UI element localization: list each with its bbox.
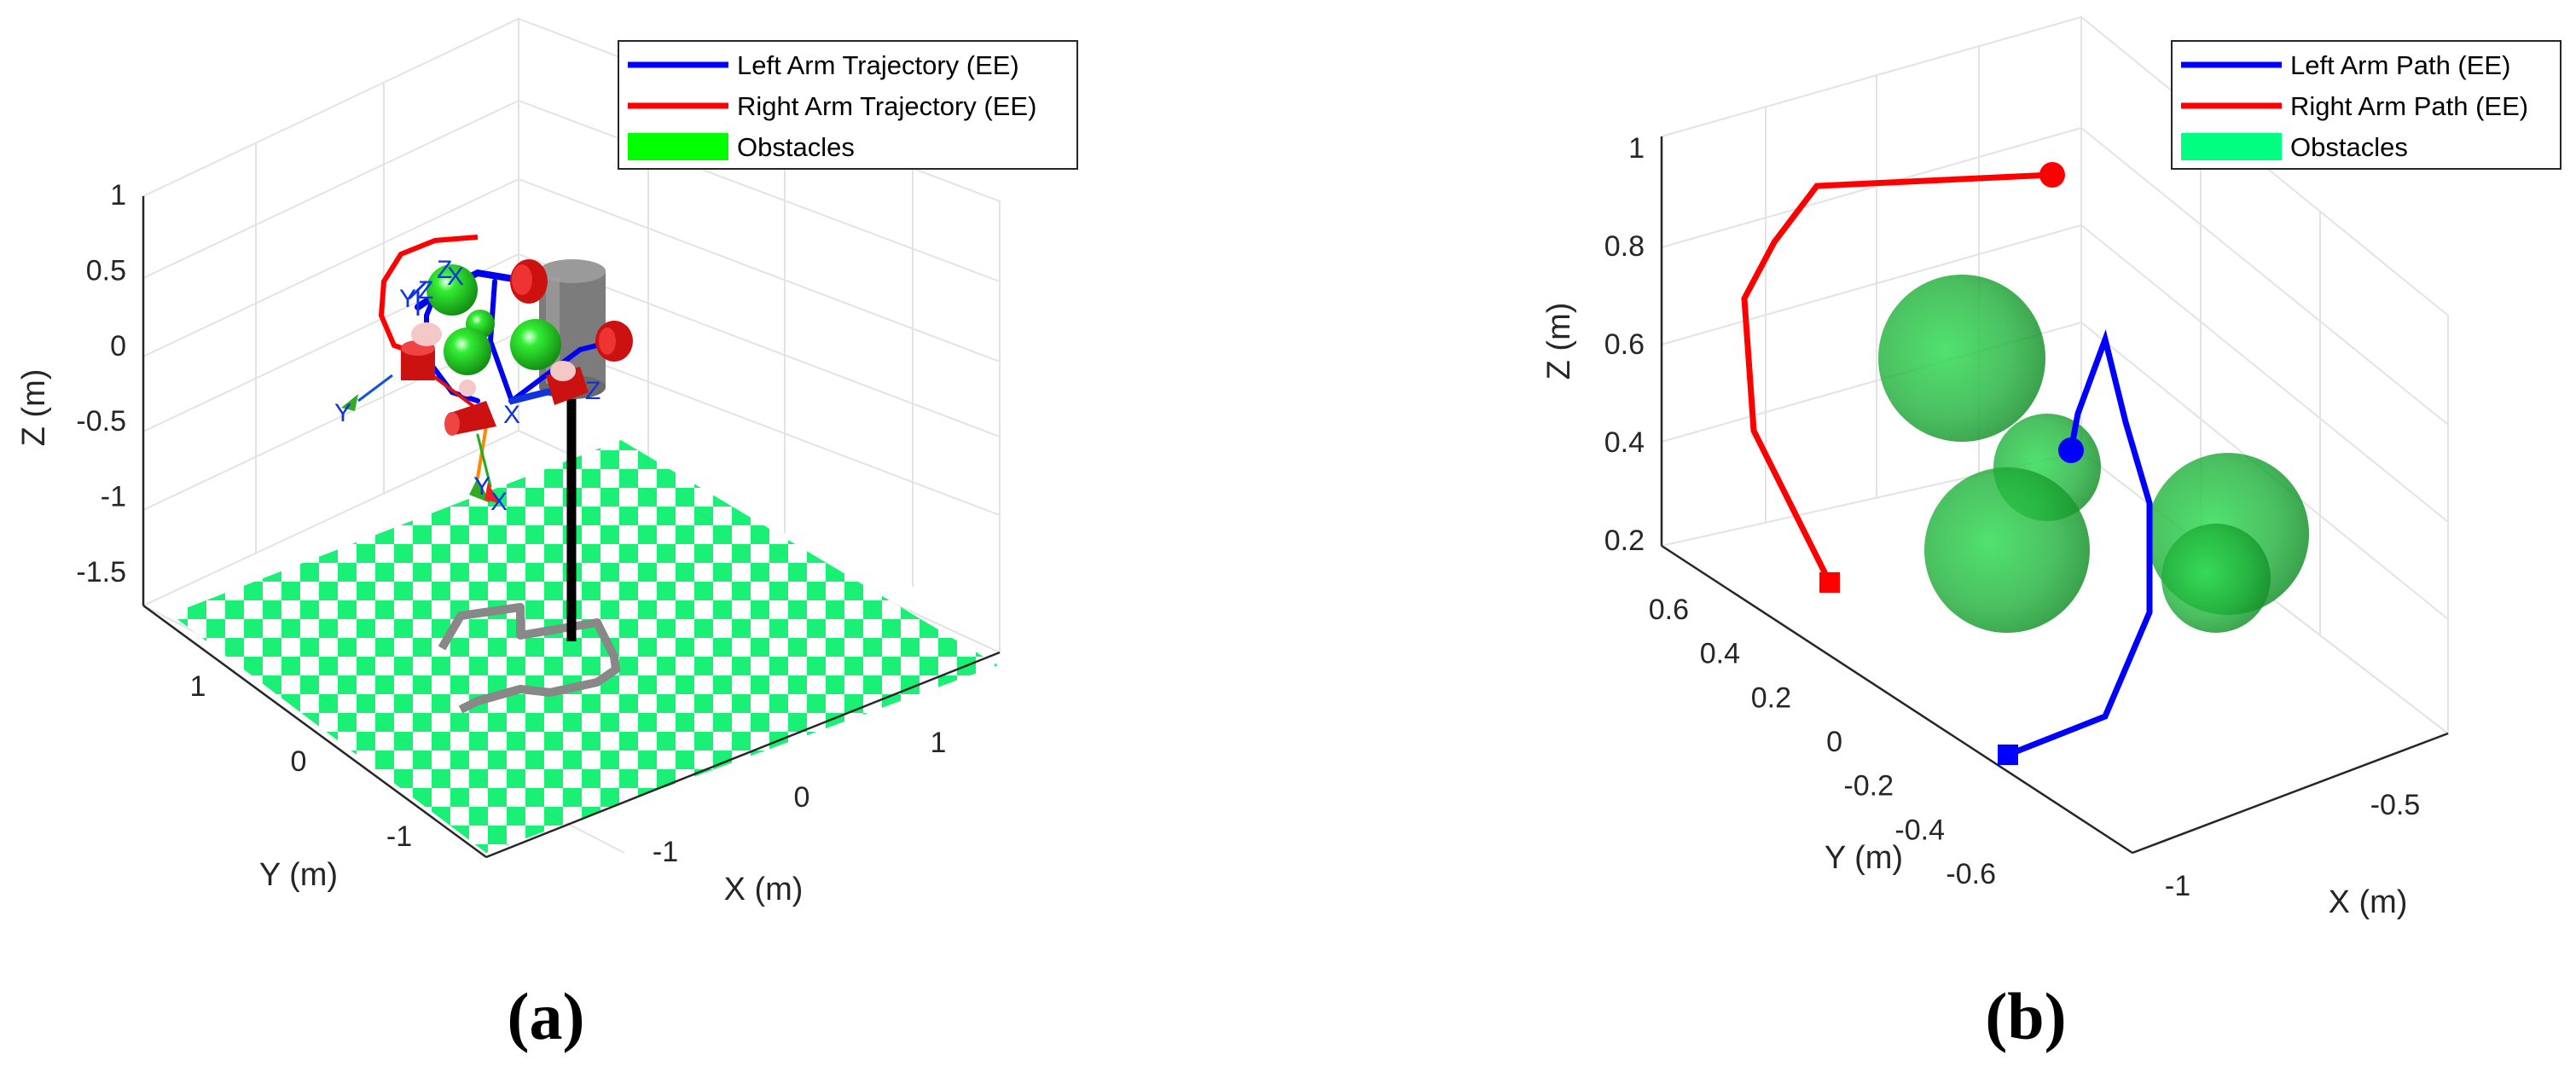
z-tick-label: -1 [101, 481, 126, 513]
z-tick-label: -1.5 [76, 556, 126, 588]
legend-label: Left Arm Path (EE) [2290, 50, 2510, 80]
x-tick-label: -0.5 [2370, 789, 2421, 821]
panel-a-axes [142, 196, 1001, 859]
z-tick-label: 0 [110, 330, 126, 362]
y-tick-label: 0.2 [1751, 681, 1791, 714]
right-arm-path-b [1741, 171, 2053, 584]
z-tick-label: 1 [110, 179, 126, 212]
panel-b-z-ticks: 1 0.8 0.6 0.4 0.2 [1604, 132, 1645, 557]
y-tick-label: -0.4 [1894, 814, 1945, 846]
checker-floor [171, 440, 998, 853]
y-tick-label: -0.6 [1946, 858, 1996, 890]
panel-a-ylabel: Y (m) [259, 857, 338, 893]
frame-label: Z [585, 377, 600, 405]
panel-b-x-ticks: -1 -0.5 [2165, 789, 2420, 902]
panel-b-label: (b) [1985, 979, 2066, 1053]
z-tick-label: 0.4 [1604, 426, 1645, 459]
left-arm-path-b [2006, 329, 2153, 758]
frame-label: Y [473, 472, 490, 501]
panel-a-zlabel: Z (m) [16, 369, 52, 447]
z-tick-label: 0.2 [1604, 525, 1645, 557]
frame-label: Y [399, 285, 416, 313]
z-tick-label: 0.5 [86, 254, 126, 287]
base-trace [438, 603, 620, 714]
x-tick-label: 0 [794, 781, 810, 814]
y-tick-label: -1 [386, 820, 412, 853]
right-arm-end-marker [2039, 162, 2065, 188]
left-arm-end-marker [2058, 438, 2084, 463]
y-tick-label: 1 [190, 670, 206, 703]
right-arm-start-marker [1819, 572, 1840, 593]
frame-label: Y [334, 399, 351, 427]
frame-label: X [490, 488, 508, 516]
panel-b-ylabel: Y (m) [1825, 840, 1903, 876]
panel-a: 1 0.5 0 -0.5 -1 -1.5 -1 0 1 -1 0 1 Z (m) Y (m) X … [16, 17, 1078, 1053]
y-tick-label: -0.2 [1843, 770, 1894, 803]
panel-a-x-ticks: -1 0 1 [653, 727, 947, 868]
panel-b: 10.80.60.40.2 0.60.40.20-0.2-0.4-0.6 -1-… [1541, 14, 2561, 1053]
panel-b-xlabel: X (m) [2329, 884, 2408, 920]
frame-axes-glyphs [341, 280, 499, 503]
y-tick-label: 0 [1826, 726, 1842, 758]
panel-a-y-ticks: -1 0 1 [190, 670, 413, 853]
x-tick-label: -1 [2165, 870, 2190, 902]
y-tick-label: 0 [291, 745, 307, 778]
z-tick-label: 1 [1628, 132, 1645, 165]
y-tick-label: 0.6 [1649, 594, 1689, 626]
legend-swatch [2181, 133, 2282, 160]
z-tick-label: -0.5 [76, 405, 126, 438]
legend-label: Right Arm Path (EE) [2290, 91, 2528, 121]
legend-label: Left Arm Trajectory (EE) [737, 50, 1019, 80]
right-arm-trajectory-a [378, 235, 479, 361]
panel-a-label: (a) [508, 979, 585, 1053]
legend-a: Left Arm Trajectory (EE) Right Arm Trajec… [618, 40, 1078, 170]
legend-label: Right Arm Trajectory (EE) [737, 91, 1036, 121]
panel-b-zlabel: Z (m) [1541, 303, 1577, 380]
y-tick-label: 0.4 [1700, 638, 1740, 670]
legend-b: Left Arm Path (EE) Right Arm Path (EE) Obs… [2171, 40, 2561, 170]
obstacles-a [426, 264, 561, 375]
frame-label: Z [437, 256, 452, 284]
panel-a-xlabel: X (m) [724, 872, 804, 907]
panel-b-y-ticks: 0.6 0.4 0.2 0-0.2-0.4-0.6 [1649, 594, 1996, 890]
panel-a-z-ticks: 1 0.5 0 -0.5 -1 -1.5 [76, 179, 126, 588]
frame-label: Z [418, 276, 433, 304]
legend-swatch [628, 133, 728, 160]
legend-label: Obstacles [737, 132, 855, 162]
z-tick-label: 0.6 [1604, 328, 1645, 361]
robot-joints [401, 259, 633, 436]
panel-b-axes [1660, 136, 2449, 855]
x-tick-label: -1 [653, 836, 678, 868]
legend-label: Obstacles [2290, 132, 2408, 162]
z-tick-label: 0.8 [1604, 230, 1645, 263]
obstacles-b [1878, 275, 2309, 633]
frame-label: X [447, 263, 464, 291]
x-tick-label: 1 [931, 727, 947, 759]
left-arm-start-marker [1998, 745, 2018, 765]
frame-label: X [503, 401, 520, 429]
